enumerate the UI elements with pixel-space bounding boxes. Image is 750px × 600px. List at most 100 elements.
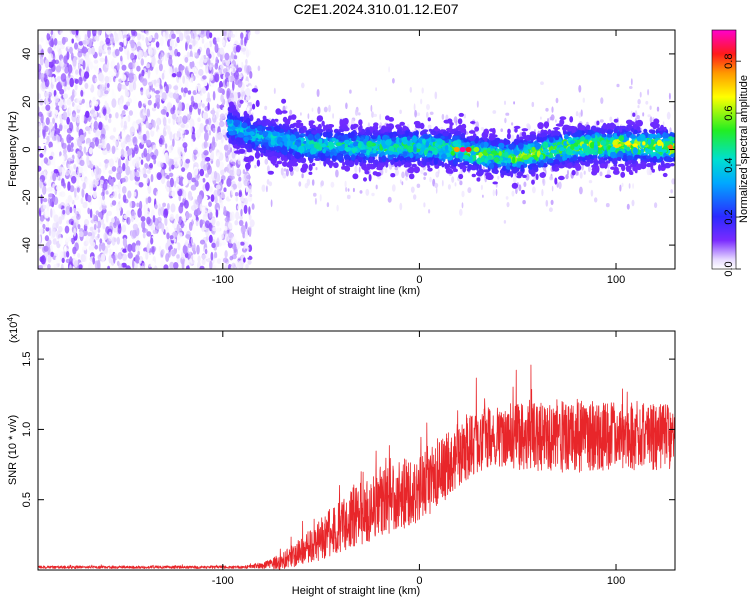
heatmap-cell [42,204,47,209]
heatmap-cell [90,61,93,70]
heatmap-cell [314,197,317,205]
heatmap-cell [160,175,166,185]
heatmap-cell [144,189,149,199]
heatmap-cell [242,99,248,104]
heatmap-cell [215,184,221,190]
heatmap-cell [203,79,208,87]
heatmap-cell [233,168,237,176]
heatmap-cell [205,156,211,162]
heatmap-cell [147,260,152,268]
heatmap-cell [164,52,169,62]
heatmap-cell [145,139,152,147]
heatmap-cell [410,186,415,193]
heatmap-cell [143,71,149,81]
heatmap-cell [162,116,167,127]
heatmap-cell [134,255,140,264]
heatmap-cell [492,110,497,114]
heatmap-cell [168,54,173,60]
heatmap-cell [215,209,219,218]
heatmap-cell [154,148,159,157]
heatmap-cell [132,223,138,230]
heatmap-cell [320,180,324,187]
heatmap-cell [123,120,127,129]
heatmap-cell [235,211,240,221]
heatmap-cell [105,30,111,35]
heatmap-cell [642,112,645,117]
heatmap-cell [132,109,138,118]
heatmap-cell [495,188,498,197]
heatmap-cell [160,52,164,62]
heatmap-cell [82,30,87,34]
heatmap-cell [192,223,196,234]
heatmap-cell [178,204,184,214]
heatmap-cell [45,68,50,76]
heatmap-cell [165,242,169,251]
heatmap-cell [237,156,241,161]
heatmap-cell [588,166,591,173]
heatmap-cell [140,89,144,96]
heatmap-cell [45,79,50,88]
heatmap-cell [139,200,143,211]
heatmap-cell [395,168,399,176]
heatmap-cell [38,265,43,269]
heatmap-cell [209,64,212,71]
heatmap-cell [58,100,63,108]
heatmap-cell [230,161,236,167]
heatmap-cell [115,140,118,147]
heatmap-cell [243,179,249,187]
heatmap-cell [229,169,233,176]
heatmap-cell [354,108,359,116]
heatmap-cell [581,164,584,171]
heatmap-cell [268,181,273,187]
heatmap-cell [394,166,399,171]
heatmap-cell [233,248,238,256]
heatmap-cell [51,38,54,48]
heatmap-cell [245,251,250,258]
heatmap-cell [371,111,374,118]
heatmap-cell [647,114,651,118]
heatmap-cell [49,147,54,153]
heatmap-cell [234,220,239,226]
heatmap-cell [247,31,252,42]
heatmap-cell [113,237,117,243]
heatmap-cell [233,91,238,102]
heatmap-cell [62,111,68,121]
heatmap-cell [108,118,112,124]
heatmap-cell [470,121,476,124]
heatmap-cell [121,130,126,139]
heatmap-cell [78,105,81,110]
heatmap-cell [85,56,91,67]
heatmap-cell [420,169,424,175]
heatmap-cell [392,78,395,84]
heatmap-cell [240,32,244,40]
heatmap-cell [121,84,127,90]
heatmap-cell [238,75,242,80]
heatmap-cell [620,171,626,178]
heatmap-cell [38,165,42,172]
heatmap-cell [193,102,199,110]
heatmap-cell [220,221,224,230]
heatmap-cell [145,30,150,36]
heatmap-cell [203,54,207,60]
heatmap-cell [208,176,212,184]
heatmap-cell [205,227,210,237]
heatmap-cell [97,197,102,208]
heatmap-cell [58,216,63,225]
heatmap-cell [671,178,675,185]
heatmap-cell [60,73,67,82]
heatmap-cell [204,248,208,255]
heatmap-cell [139,265,145,269]
heatmap-cell [92,214,96,221]
heatmap-cell [128,72,134,83]
heatmap-cell [199,149,203,155]
heatmap-cell [148,252,154,258]
heatmap-cell [202,86,207,94]
heatmap-cell [73,257,79,268]
heatmap-cell [111,145,116,155]
heatmap-cell [76,151,81,158]
heatmap-cell [588,180,593,184]
heatmap-cell [649,105,652,110]
heatmap-cell [109,221,113,229]
heatmap-cell [300,112,302,116]
heatmap-cell [220,94,224,103]
